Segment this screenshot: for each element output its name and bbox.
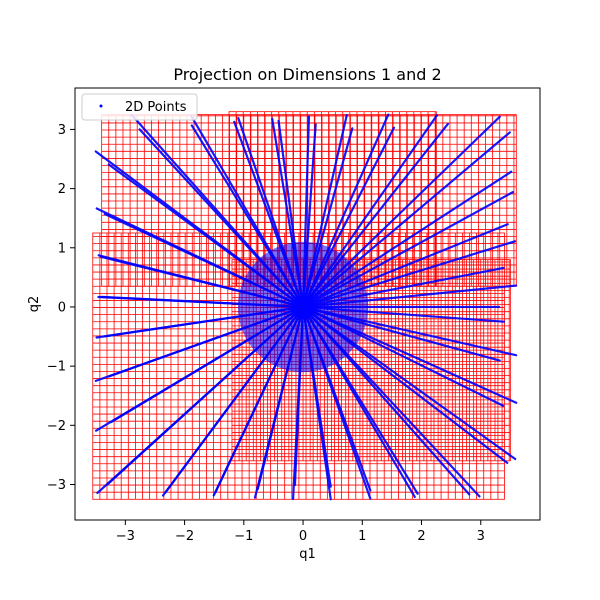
x-tick-label: 3	[477, 529, 485, 544]
x-tick-label: 0	[299, 529, 307, 544]
y-tick-label: 0	[58, 300, 66, 315]
x-tick-label: −3	[116, 529, 135, 544]
points-layer	[94, 113, 518, 501]
point-cluster-center	[237, 241, 369, 373]
y-tick-label: 1	[58, 241, 66, 256]
x-tick-label: 1	[358, 529, 366, 544]
grid-region-outline	[231, 259, 511, 462]
y-axis: −3 −2 −1 0 1 2 3	[47, 123, 75, 493]
y-tick-label: −1	[47, 360, 66, 375]
x-axis-label: q1	[299, 547, 316, 562]
y-tick-label: −2	[47, 419, 66, 434]
y-tick-label: 2	[58, 182, 66, 197]
legend-marker	[99, 104, 103, 108]
legend-label: 2D Points	[125, 100, 187, 115]
y-axis-label: q2	[27, 296, 42, 313]
legend: 2D Points	[81, 93, 198, 121]
y-tick-label: −3	[47, 478, 66, 493]
y-tick-label: 3	[58, 123, 66, 138]
x-axis: −3 −2 −1 0 1 2 3	[116, 520, 485, 544]
plot-area-frame	[74, 87, 541, 521]
x-tick-label: −2	[175, 529, 194, 544]
legend-box	[81, 93, 198, 121]
x-tick-label: 2	[417, 529, 425, 544]
chart-title: Projection on Dimensions 1 and 2	[173, 65, 441, 84]
x-tick-label: −1	[234, 529, 253, 544]
